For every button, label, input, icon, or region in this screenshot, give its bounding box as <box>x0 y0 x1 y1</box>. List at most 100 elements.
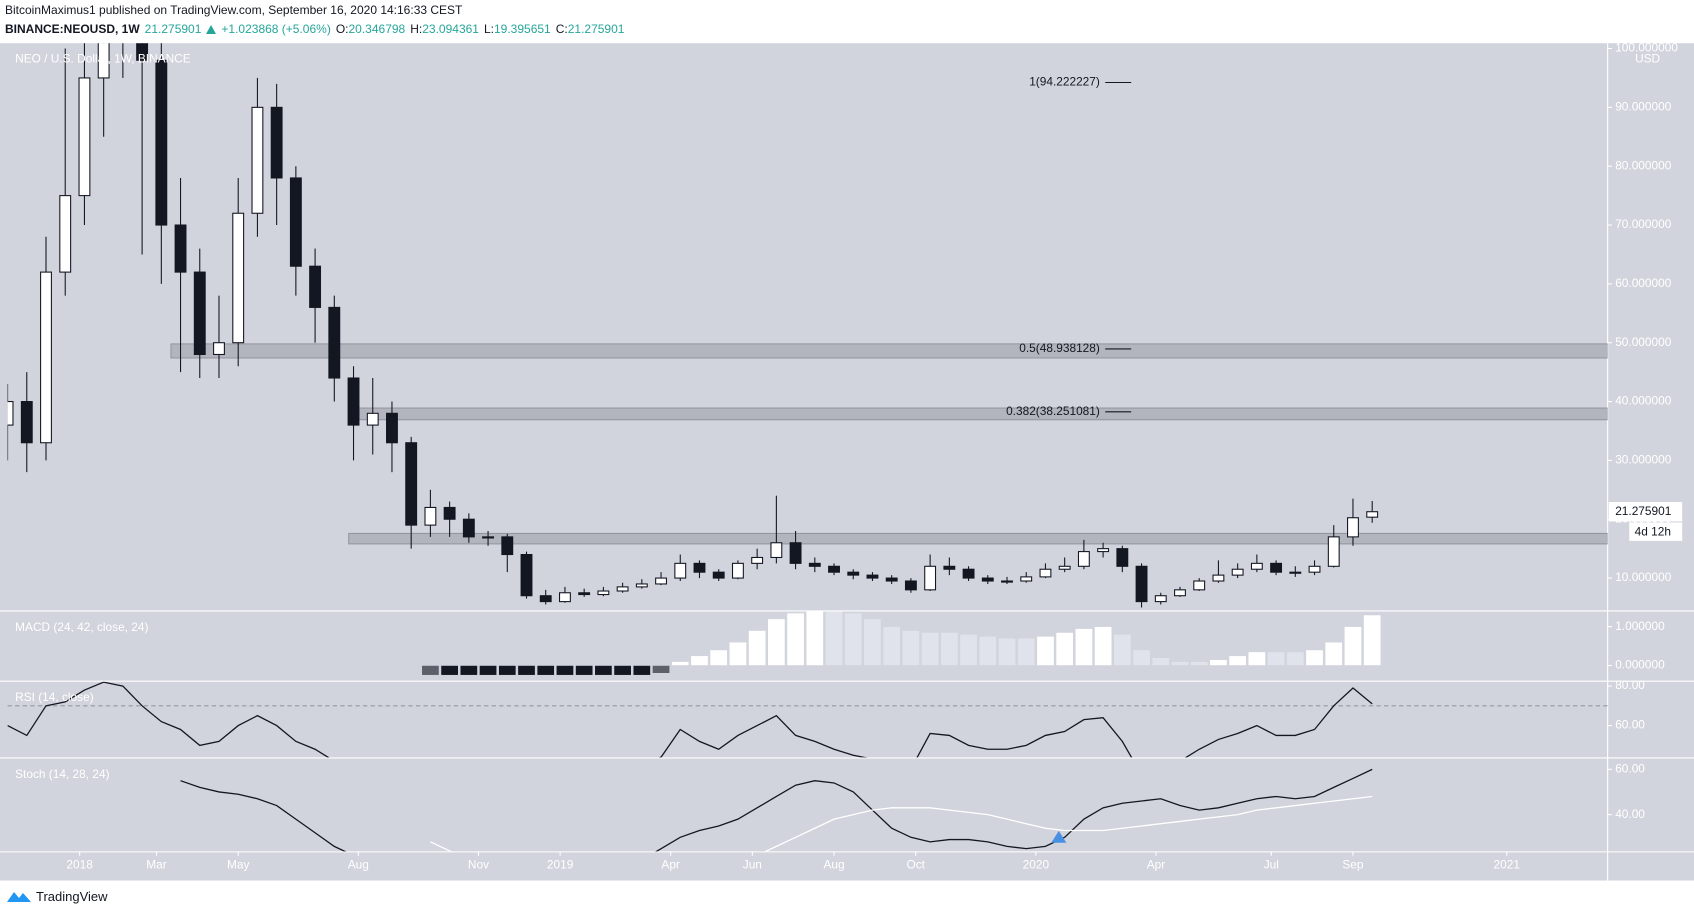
y-tick-label: 70.000000 <box>1615 217 1672 231</box>
quote-row: BINANCE:NEOUSD, 1W 21.275901 +1.023868 (… <box>5 20 624 39</box>
y-tick-label: 60.00 <box>1615 761 1645 775</box>
y-tick-label: 80.000000 <box>1615 158 1672 172</box>
indicator-line <box>7 681 1373 758</box>
brand-name[interactable]: TradingView <box>36 888 108 904</box>
candle-body <box>405 442 418 526</box>
candle-body <box>40 271 52 444</box>
macd-bar <box>959 634 978 666</box>
candle-body <box>1135 565 1148 603</box>
y-tick-label: 80.00 <box>1615 678 1645 692</box>
pane <box>421 611 1382 676</box>
candle-body <box>962 568 975 579</box>
last-price-box <box>1608 501 1683 522</box>
candle-body <box>251 106 264 214</box>
countdown-box <box>1629 522 1683 541</box>
candle-body <box>443 506 456 520</box>
zone <box>170 343 1608 359</box>
macd-bar <box>1074 628 1093 666</box>
zone <box>348 407 1608 421</box>
macd-bar <box>671 661 690 666</box>
candle-body <box>674 562 687 579</box>
candle-body <box>289 177 302 267</box>
x-tick-label: Nov <box>468 858 489 872</box>
footer: TradingView <box>6 888 108 904</box>
candle-body <box>520 553 533 597</box>
chart-root: 1(94.222227) 0.5(48.938128) 0.382(38.25108… <box>0 41 1694 881</box>
candle-body <box>462 518 475 538</box>
header: BitcoinMaximus1 published on TradingView… <box>5 1 624 39</box>
macd-bar <box>709 649 728 666</box>
candle-body <box>1289 571 1302 574</box>
candle-body <box>7 401 14 426</box>
candle-body <box>1097 548 1110 553</box>
macd-bar <box>556 665 574 676</box>
macd-bar <box>1055 632 1074 666</box>
macd-bar <box>1094 626 1113 666</box>
candle-body <box>616 586 629 592</box>
candle-body <box>386 412 398 444</box>
candle-body <box>1058 565 1071 570</box>
brand-logo <box>7 892 31 902</box>
candle-body <box>1327 536 1340 567</box>
y-tick-label: 30.000000 <box>1615 453 1672 467</box>
macd-bar <box>632 665 651 676</box>
candle-body <box>270 106 283 179</box>
candle-body <box>559 592 571 603</box>
macd-bar <box>1363 614 1382 666</box>
candle-body <box>1001 580 1013 583</box>
candle-body <box>943 565 956 570</box>
pane-title: RSI (14, close) <box>15 690 94 704</box>
candle-body <box>655 577 667 585</box>
ohlc-label: L: <box>483 22 494 36</box>
signal-marker <box>1051 830 1067 843</box>
y-tick-label: 40.000000 <box>1615 394 1672 408</box>
x-tick-label: 2020 <box>1023 858 1050 872</box>
macd-bar <box>1305 649 1324 666</box>
zone <box>348 532 1608 545</box>
macd-bar <box>690 655 709 666</box>
macd-bar <box>1286 651 1305 666</box>
candle-body <box>193 271 206 356</box>
candle-body <box>1154 595 1167 603</box>
candle-body <box>155 59 168 226</box>
candle-body <box>712 571 725 579</box>
macd-bar <box>1171 661 1189 666</box>
y-tick-label: 90.000000 <box>1615 99 1672 113</box>
candle-body <box>1347 517 1359 538</box>
y-tick-label: 100.000000 <box>1615 41 1678 55</box>
publisher-row: BitcoinMaximus1 published on TradingView… <box>5 1 624 20</box>
x-tick-label: 2018 <box>66 858 93 872</box>
fib-label: 1(94.222227) <box>1029 75 1100 89</box>
macd-bar <box>767 618 786 666</box>
macd-bar <box>1247 651 1266 666</box>
candle-body <box>1174 589 1186 597</box>
y-tick-label: 50.000000 <box>1615 335 1672 349</box>
pane-title: MACD (24, 42, close, 24) <box>15 620 148 634</box>
pane-title: Stoch (14, 28, 24) <box>15 767 109 781</box>
fib-label: 0.5(48.938128) <box>1019 341 1100 355</box>
y-tick-label: 40.00 <box>1615 807 1645 821</box>
candle-body <box>789 542 802 564</box>
candle-body <box>808 562 821 567</box>
candle-body <box>136 43 149 61</box>
candle-body <box>78 77 91 197</box>
macd-bar <box>844 612 863 666</box>
macd-bar <box>498 665 517 676</box>
macd-bar <box>729 641 747 666</box>
ohlc-value: 20.346798 <box>348 22 406 36</box>
macd-bar <box>921 632 940 666</box>
chart-background <box>0 43 1694 881</box>
currency-label: USD <box>1635 52 1660 66</box>
candle-body <box>751 556 764 564</box>
macd-bar <box>786 612 805 666</box>
candle-body <box>1308 565 1321 573</box>
x-tick-label: 2021 <box>1494 858 1521 872</box>
macd-bar <box>459 665 478 676</box>
candle-body <box>828 565 840 573</box>
up-arrow <box>206 25 217 34</box>
indicator-line <box>430 795 1373 852</box>
candle-body <box>1020 576 1033 582</box>
macd-bar <box>901 630 920 666</box>
y-tick-label: 0.000000 <box>1615 658 1665 672</box>
x-tick-label: Aug <box>348 858 369 872</box>
